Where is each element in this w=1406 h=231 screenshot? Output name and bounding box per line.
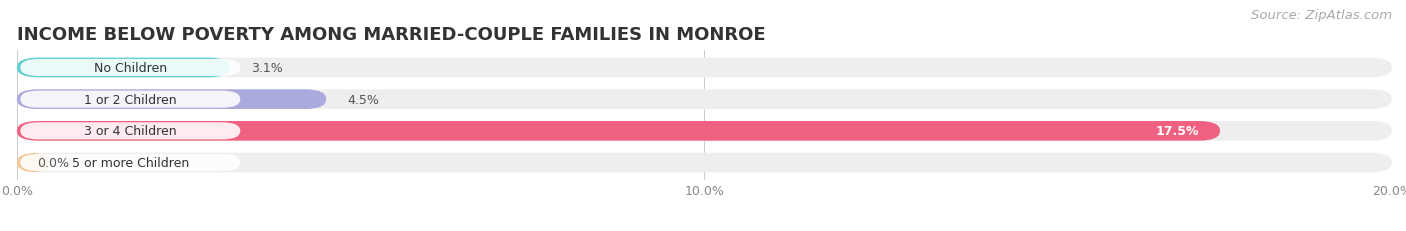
Text: Source: ZipAtlas.com: Source: ZipAtlas.com xyxy=(1251,9,1392,22)
FancyBboxPatch shape xyxy=(17,122,1220,141)
Text: 3.1%: 3.1% xyxy=(250,62,283,75)
Text: 1 or 2 Children: 1 or 2 Children xyxy=(84,93,177,106)
Text: 4.5%: 4.5% xyxy=(347,93,378,106)
FancyBboxPatch shape xyxy=(17,153,51,173)
FancyBboxPatch shape xyxy=(17,58,231,78)
FancyBboxPatch shape xyxy=(17,90,1392,109)
Text: No Children: No Children xyxy=(94,62,167,75)
FancyBboxPatch shape xyxy=(17,58,1392,78)
Text: INCOME BELOW POVERTY AMONG MARRIED-COUPLE FAMILIES IN MONROE: INCOME BELOW POVERTY AMONG MARRIED-COUPL… xyxy=(17,26,765,44)
FancyBboxPatch shape xyxy=(20,60,240,77)
FancyBboxPatch shape xyxy=(17,90,326,109)
Text: 5 or more Children: 5 or more Children xyxy=(72,156,188,169)
Text: 3 or 4 Children: 3 or 4 Children xyxy=(84,125,177,138)
FancyBboxPatch shape xyxy=(20,123,240,140)
FancyBboxPatch shape xyxy=(20,154,240,171)
FancyBboxPatch shape xyxy=(17,153,1392,173)
FancyBboxPatch shape xyxy=(20,91,240,108)
Text: 17.5%: 17.5% xyxy=(1156,125,1199,138)
FancyBboxPatch shape xyxy=(17,122,1392,141)
Text: 0.0%: 0.0% xyxy=(38,156,69,169)
